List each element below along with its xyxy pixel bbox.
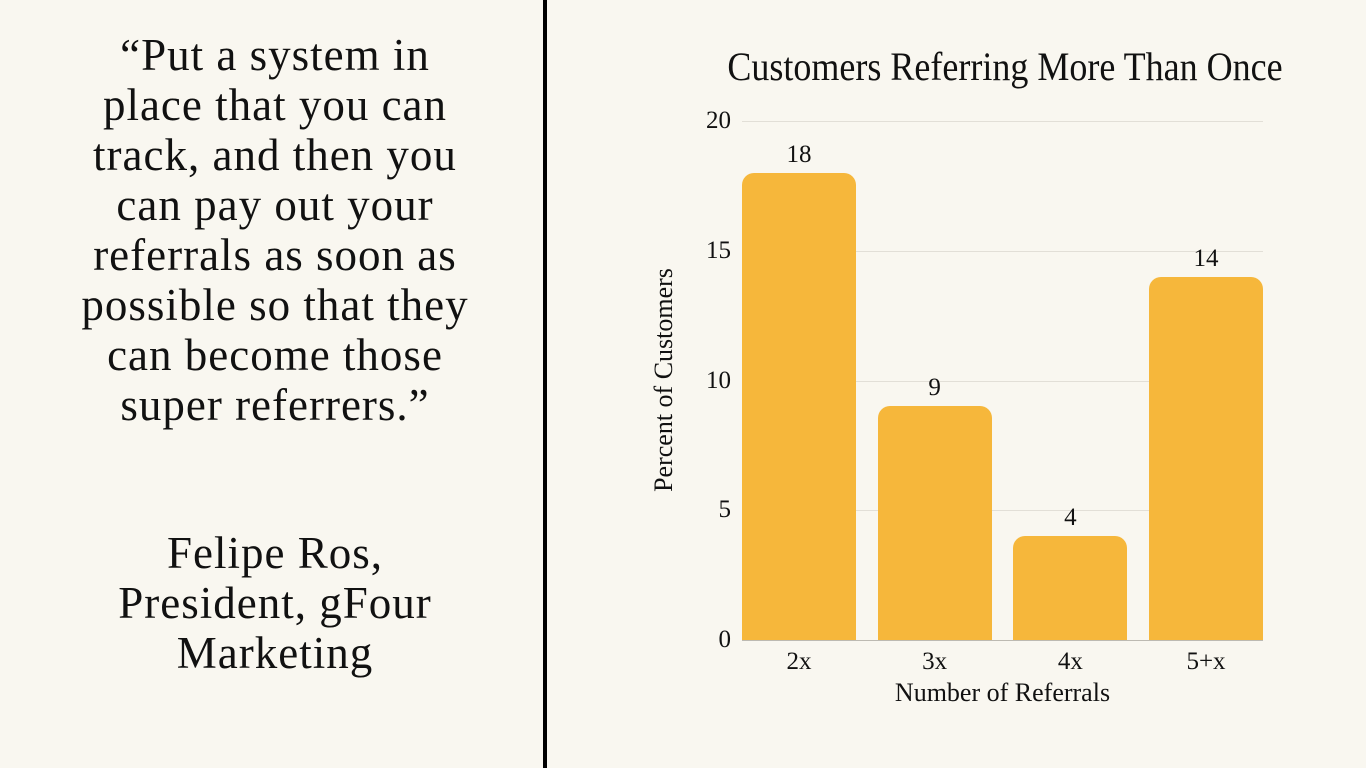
y-tick-label: 5 (718, 496, 732, 524)
gridline (742, 121, 1263, 122)
x-tick-label: 5+x (1186, 648, 1226, 675)
bar-value-label: 4 (1064, 504, 1077, 532)
vertical-divider (543, 0, 547, 768)
bar-value-label: 18 (786, 140, 812, 168)
bar-value-label: 9 (928, 374, 941, 402)
quote-text: “Put a system in place that you can trac… (81, 30, 469, 430)
bar (1149, 276, 1263, 640)
bar (877, 406, 992, 640)
x-axis-label: Number of Referrals (894, 678, 1111, 707)
y-tick-label: 15 (706, 236, 731, 264)
x-tick-label: 4x (1057, 648, 1083, 675)
gridline (742, 380, 1263, 382)
quote-panel: “Put a system in place that you can trac… (0, 0, 545, 768)
bar (1013, 536, 1128, 640)
y-tick-label: 0 (718, 626, 732, 653)
gridline (742, 510, 1263, 512)
chart-title: Customers Referring More Than Once (727, 44, 1283, 89)
gridline (742, 250, 1263, 252)
x-axis-line (742, 640, 1263, 641)
x-tick-label: 2x (786, 648, 812, 675)
bar (742, 172, 856, 640)
plot-area: 0 5 10 15 20 18 2x 9 3x 4 4x 14 5+x (706, 108, 1263, 675)
y-tick-label: 10 (706, 366, 731, 394)
x-tick-label: 3x (922, 648, 948, 675)
quote-attribution: Felipe Ros, President, gFour Marketing (118, 528, 432, 678)
bar-value-label: 14 (1193, 244, 1219, 272)
y-tick-label: 20 (706, 107, 731, 134)
